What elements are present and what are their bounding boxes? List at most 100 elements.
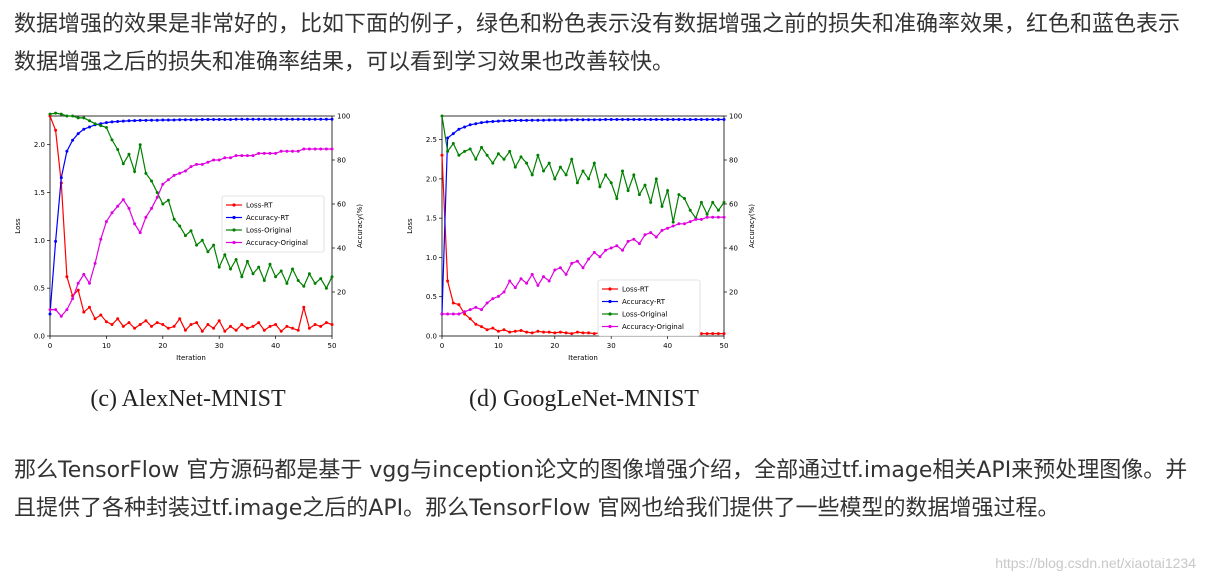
- data-point-accuracy-original: [536, 283, 540, 287]
- data-point-accuracy-rt: [677, 118, 681, 121]
- data-point-loss-rt: [217, 319, 221, 323]
- legend-label: Loss-Original: [246, 227, 292, 235]
- data-point-accuracy-rt: [161, 118, 165, 122]
- data-point-accuracy-original: [302, 147, 306, 151]
- data-point-loss-original: [547, 161, 551, 165]
- data-point-accuracy-rt: [688, 118, 692, 121]
- data-point-loss-original: [677, 193, 681, 197]
- data-point-accuracy-rt: [291, 117, 294, 121]
- data-point-loss-rt: [553, 331, 557, 335]
- data-point-loss-rt: [592, 332, 596, 336]
- data-point-accuracy-rt: [48, 312, 52, 316]
- data-point-accuracy-original: [234, 154, 238, 158]
- y-left-axis-label: Loss: [406, 218, 414, 234]
- data-point-accuracy-rt: [172, 118, 176, 122]
- data-point-accuracy-rt: [468, 123, 472, 127]
- data-point-accuracy-original: [229, 156, 232, 160]
- data-point-accuracy-original: [223, 156, 227, 160]
- data-point-accuracy-rt: [575, 118, 579, 122]
- legend-marker: [608, 299, 612, 304]
- data-point-accuracy-rt: [240, 117, 244, 121]
- data-point-accuracy-rt: [268, 117, 272, 121]
- data-point-accuracy-rt: [547, 118, 551, 122]
- data-point-loss-original: [654, 177, 658, 181]
- data-point-accuracy-rt: [592, 118, 596, 122]
- data-point-loss-rt: [705, 332, 709, 336]
- data-point-accuracy-rt: [59, 176, 63, 180]
- y-right-axis-label: Accuracy(%): [356, 204, 364, 248]
- data-point-accuracy-rt: [76, 132, 80, 136]
- data-point-loss-original: [491, 161, 495, 165]
- data-point-loss-rt: [76, 288, 80, 292]
- data-point-loss-original: [319, 277, 323, 281]
- data-point-loss-rt: [257, 321, 261, 325]
- data-point-accuracy-rt: [564, 118, 568, 122]
- data-point-loss-original: [536, 153, 540, 157]
- data-point-accuracy-original: [161, 182, 165, 186]
- data-point-loss-original: [245, 259, 249, 263]
- data-point-loss-original: [621, 169, 624, 173]
- data-point-loss-rt: [587, 331, 591, 335]
- x-tick-label: 0: [48, 342, 52, 350]
- data-point-accuracy-original: [82, 272, 86, 276]
- data-point-loss-original: [683, 197, 686, 200]
- x-tick-label: 50: [720, 342, 729, 350]
- data-point-accuracy-rt: [711, 118, 715, 121]
- data-point-loss-rt: [133, 326, 137, 330]
- googlenet-mnist-chart: 0 10 20 30 40 50 0.0 0.5 1.0 1.5 2.0 2.5 20 40 60 80 100…: [406, 113, 756, 363]
- data-point-accuracy-rt: [485, 120, 489, 124]
- data-point-accuracy-original: [581, 266, 585, 270]
- data-point-accuracy-original: [688, 220, 692, 224]
- data-point-accuracy-original: [133, 222, 137, 226]
- data-point-accuracy-rt: [65, 149, 69, 153]
- data-point-accuracy-rt: [649, 118, 653, 121]
- data-point-accuracy-original: [649, 231, 653, 235]
- data-point-accuracy-rt: [138, 118, 142, 122]
- data-point-accuracy-rt: [217, 118, 221, 121]
- legend-label: Loss-RT: [246, 202, 273, 210]
- data-point-loss-original: [440, 114, 444, 118]
- data-point-loss-original: [257, 265, 261, 269]
- data-point-accuracy-rt: [307, 117, 311, 121]
- data-point-accuracy-original: [592, 250, 596, 254]
- data-point-loss-rt: [296, 328, 300, 332]
- data-point-accuracy-rt: [654, 118, 658, 121]
- y-right-tick-label: 60: [729, 201, 738, 209]
- data-point-accuracy-rt: [183, 118, 187, 122]
- data-point-accuracy-rt: [502, 119, 506, 123]
- data-point-loss-original: [166, 198, 170, 202]
- x-tick-label: 50: [328, 342, 337, 350]
- data-point-loss-original: [138, 143, 142, 147]
- data-point-accuracy-rt: [519, 118, 523, 122]
- data-point-loss-original: [116, 148, 120, 151]
- x-tick-label: 20: [550, 342, 559, 350]
- data-point-loss-rt: [178, 317, 182, 321]
- data-point-loss-original: [649, 200, 653, 204]
- data-point-accuracy-original: [446, 312, 450, 316]
- data-point-accuracy-original: [110, 211, 114, 215]
- legend-box: [597, 279, 701, 337]
- data-point-accuracy-rt: [463, 125, 467, 129]
- data-point-loss-original: [530, 173, 534, 177]
- data-point-accuracy-rt: [637, 118, 641, 121]
- data-point-accuracy-original: [76, 281, 80, 285]
- data-point-accuracy-original: [683, 222, 686, 226]
- data-point-accuracy-original: [99, 237, 103, 241]
- data-point-accuracy-rt: [581, 118, 585, 122]
- data-point-loss-original: [274, 275, 278, 279]
- data-point-loss-original: [643, 183, 647, 187]
- data-point-loss-original: [615, 197, 619, 200]
- data-point-accuracy-rt: [121, 119, 125, 123]
- data-point-accuracy-original: [330, 147, 334, 151]
- data-point-accuracy-original: [127, 206, 131, 210]
- x-tick-label: 10: [102, 342, 111, 350]
- data-point-accuracy-original: [604, 248, 608, 252]
- data-point-loss-original: [722, 200, 726, 204]
- data-point-accuracy-original: [508, 279, 512, 283]
- data-point-accuracy-original: [313, 147, 317, 151]
- y-right-tick-label: 80: [337, 157, 346, 165]
- data-point-loss-original: [127, 152, 131, 156]
- data-point-loss-rt: [480, 325, 483, 329]
- data-point-accuracy-original: [172, 173, 176, 177]
- data-point-loss-rt: [485, 328, 489, 332]
